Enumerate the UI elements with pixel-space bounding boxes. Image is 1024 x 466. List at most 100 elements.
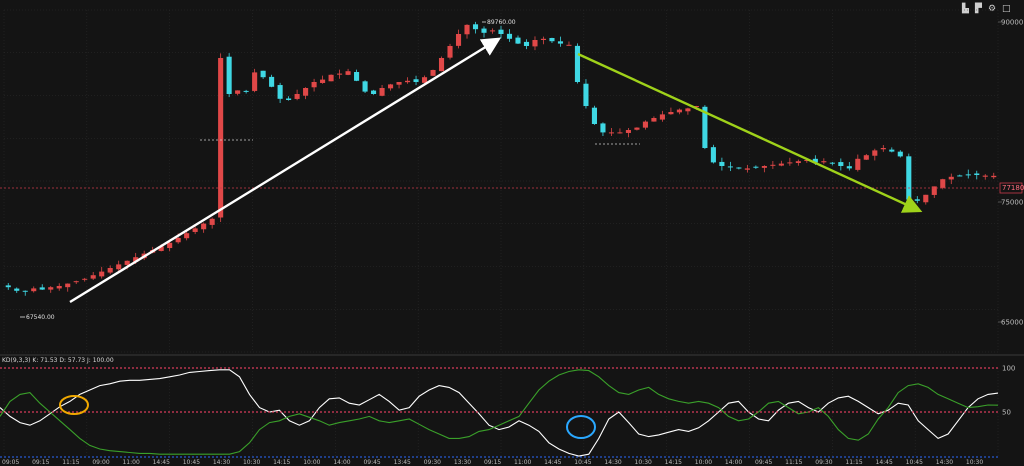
- candle-body: [957, 175, 963, 177]
- candle-body: [124, 260, 130, 265]
- candle-body: [770, 164, 776, 166]
- candle-body: [846, 166, 852, 169]
- candle-body: [498, 29, 504, 34]
- x-tick-label: 09:30: [815, 459, 832, 466]
- candle-body: [209, 218, 215, 225]
- high-annotation: 89760.00: [482, 19, 516, 26]
- candle-body: [48, 287, 54, 290]
- candle-body: [880, 148, 886, 150]
- candle-body: [583, 83, 589, 106]
- candle-body: [651, 118, 657, 122]
- candle-body: [693, 106, 699, 108]
- crossover-highlight-yellow: [59, 395, 89, 415]
- candle-body: [201, 223, 207, 230]
- candle-body: [506, 33, 513, 39]
- x-tick-label: 11:00: [122, 459, 139, 466]
- maximize-icon[interactable]: □: [1002, 4, 1011, 14]
- indicator-icon[interactable]: ▛: [974, 2, 983, 14]
- candle-body: [982, 175, 988, 177]
- candle-body: [430, 70, 436, 76]
- candle-body: [931, 186, 937, 195]
- candle-body: [787, 162, 793, 164]
- candle-body: [167, 242, 173, 249]
- x-tick-label: 14:30: [604, 459, 621, 466]
- uptrend-arrow: [69, 37, 502, 304]
- candle-body: [761, 166, 767, 168]
- candle-body: [668, 112, 674, 115]
- x-tick-label: 10:30: [966, 459, 983, 466]
- candle-body: [362, 81, 368, 92]
- candle-body: [557, 41, 564, 44]
- time-axis: 09:05 09:15 11:15 09:00 11:00 14:45 10:45 14:30…: [2, 459, 983, 466]
- candle-body: [82, 278, 88, 280]
- indicator-axis: 100 50: [1002, 365, 1015, 417]
- x-tick-label: 09:00: [92, 459, 109, 466]
- x-tick-label: 14:00: [725, 459, 742, 466]
- x-tick-label: 11:00: [514, 459, 531, 466]
- candle-body: [642, 121, 648, 128]
- crossover-highlight-blue: [566, 415, 596, 439]
- last-price-tag: 77180.0: [999, 182, 1024, 194]
- candle-body: [345, 71, 351, 75]
- candle-body: [855, 158, 861, 170]
- candle-body: [413, 79, 419, 82]
- candle-body: [294, 94, 300, 99]
- x-tick-label: 11:15: [785, 459, 802, 466]
- candle-body: [838, 162, 844, 166]
- candle-body: [489, 30, 496, 32]
- candle-body: [804, 160, 810, 161]
- candle-body: [914, 199, 920, 201]
- x-tick-label: 09:15: [32, 459, 49, 466]
- chart-type-icon[interactable]: ▙: [961, 2, 970, 14]
- candles: [5, 21, 997, 296]
- candle-body: [659, 114, 665, 120]
- price-axis: 90000.0 75000.0 65000.0: [998, 19, 1024, 327]
- indicator-title: KD(9,3,3) K: 71.53 D: 57.73 J: 100.00: [2, 357, 114, 364]
- candle-body: [608, 132, 614, 134]
- candle-body: [396, 82, 402, 85]
- candle-body: [625, 130, 631, 133]
- candle-body: [591, 107, 598, 124]
- x-tick-label: 14:45: [876, 459, 893, 466]
- x-tick-label: 10:45: [574, 459, 591, 466]
- candle-body: [158, 246, 164, 251]
- candle-body: [371, 90, 377, 94]
- downtrend-arrow: [577, 52, 923, 213]
- candle-body: [218, 58, 224, 218]
- candle-body: [277, 85, 283, 99]
- candle-body: [5, 285, 11, 288]
- candle-body: [22, 290, 28, 292]
- candle-body: [320, 79, 326, 83]
- candle-body: [676, 109, 682, 113]
- x-tick-label: 09:45: [755, 459, 772, 466]
- candle-body: [388, 84, 394, 89]
- x-tick-label: 14:30: [213, 459, 230, 466]
- candle-body: [354, 71, 360, 81]
- candle-body: [184, 233, 190, 239]
- candle-body: [31, 288, 37, 292]
- candle-body: [438, 58, 445, 72]
- candle-body: [710, 147, 716, 163]
- candle-body: [226, 56, 232, 94]
- x-tick-label: 09:45: [363, 459, 380, 466]
- candle-body: [744, 168, 750, 170]
- x-tick-label: 09:15: [484, 459, 501, 466]
- candle-body: [685, 108, 691, 112]
- candle-body: [269, 76, 275, 87]
- candle-body: [175, 238, 181, 243]
- candle-body: [634, 127, 640, 130]
- candle-body: [965, 174, 971, 176]
- x-tick-label: 10:00: [303, 459, 320, 466]
- candle-body: [600, 123, 606, 133]
- candle-body: [447, 46, 453, 58]
- candle-body: [727, 166, 733, 168]
- last-price-label: 77180.0: [1002, 184, 1024, 192]
- candle-body: [863, 155, 869, 160]
- candle-body: [897, 151, 903, 157]
- settings-icon[interactable]: ⚙: [988, 4, 996, 14]
- x-tick-label: 09:30: [424, 459, 441, 466]
- candle-body: [795, 161, 801, 163]
- candle-body: [821, 161, 827, 163]
